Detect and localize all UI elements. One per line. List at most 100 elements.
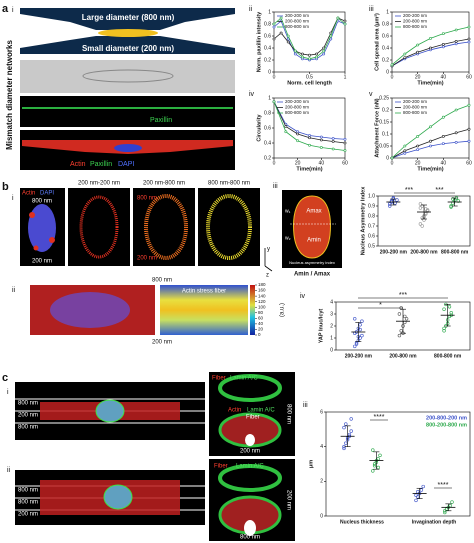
data-point — [443, 510, 447, 515]
ring-label: 200 nm — [137, 256, 157, 262]
y-tick-label: 0 — [330, 347, 333, 353]
data-point — [424, 207, 428, 211]
x-axis-label: Norm. cell length — [287, 80, 332, 86]
data-point — [429, 139, 432, 143]
side-title: Mismatch diameter networks — [5, 40, 14, 150]
data-point — [441, 134, 445, 138]
sub-label: iv — [300, 293, 306, 300]
legend-label: 800-800 nm — [403, 24, 427, 29]
x-tick-label: 40 — [319, 160, 325, 166]
colorbar-tick-label: 140 — [258, 293, 266, 298]
legend-label: 200-800 nm — [403, 19, 427, 24]
data-point — [420, 216, 424, 220]
data-point — [404, 317, 409, 321]
data-point — [418, 222, 423, 226]
axis-arrow — [264, 265, 273, 272]
data-point — [319, 138, 323, 142]
ring — [79, 195, 119, 259]
legend-label: 200-200 nm — [285, 13, 309, 18]
fiber-label: 800 nm — [18, 488, 38, 494]
y-tick-label: 3 — [330, 311, 333, 317]
series-line — [391, 140, 470, 159]
data-point — [358, 323, 362, 327]
heatmap — [160, 285, 248, 335]
category-label: 200-800 nm — [389, 353, 417, 359]
y-tick-label: 0.05 — [379, 143, 389, 149]
stain-label: Actin — [228, 408, 241, 414]
data-point — [420, 224, 424, 228]
stain-label: Fiber — [212, 376, 226, 382]
area-label: Amin — [307, 238, 321, 244]
data-point — [322, 52, 326, 56]
data-point — [343, 141, 347, 145]
legend-label: 200-800 nm — [403, 105, 427, 110]
colorbar-tick-label: 100 — [258, 304, 266, 309]
data-point — [388, 204, 392, 208]
width-label: w₂ — [285, 235, 291, 241]
y-tick-label: 0.6 — [264, 33, 271, 39]
legend-label: 200-800 nm — [285, 19, 309, 24]
ring-image — [68, 188, 130, 266]
data-point — [349, 429, 353, 433]
category-label: 800-800 nm — [441, 249, 469, 255]
ring-label: 800 nm — [137, 196, 157, 202]
significance-label: *** — [405, 187, 413, 194]
data-point — [371, 469, 375, 473]
data-point — [442, 326, 446, 331]
data-point — [344, 422, 348, 426]
paxillin-image — [20, 96, 235, 127]
data-point — [403, 52, 407, 56]
brightfield-cell — [82, 69, 174, 83]
data-point — [414, 493, 418, 497]
data-point — [450, 500, 454, 504]
panel-label: a — [2, 3, 9, 15]
fiber-label: 200 nm — [18, 413, 38, 419]
data-point — [293, 52, 297, 56]
significance-label: *** — [399, 292, 407, 299]
data-point — [389, 199, 394, 203]
data-point — [322, 49, 326, 53]
data-point — [414, 498, 418, 503]
nucleus — [95, 399, 125, 423]
axis-letter: z — [266, 273, 269, 279]
x-tick-label: 1 — [344, 74, 347, 80]
ring — [144, 194, 188, 260]
colorbar-tick-label: 120 — [258, 299, 266, 304]
data-point — [331, 137, 335, 140]
stain-label: Fiber — [246, 415, 260, 421]
x-axis-label: Time(min) — [417, 166, 443, 172]
data-point — [403, 144, 407, 148]
data-point — [467, 40, 471, 44]
data-point — [397, 312, 402, 316]
data-point — [388, 202, 392, 206]
data-point — [279, 16, 283, 20]
data-point — [449, 311, 453, 315]
column-header: 200 nm-200 nm — [78, 181, 120, 187]
x-tick-label: 0 — [273, 160, 276, 166]
data-point — [416, 43, 420, 47]
fiber-label: 200 nm — [240, 449, 260, 455]
legend-label: 800-800 nm — [285, 24, 309, 29]
sub-label: i — [12, 195, 14, 202]
ratio-label: Amin / Amax — [294, 272, 331, 278]
y-tick-label: 0 — [386, 69, 389, 75]
legend-label: 200-200 nm — [285, 99, 309, 104]
y-tick-label: 4 — [320, 444, 323, 450]
legend-label: 200-800 nm — [285, 105, 309, 110]
y-tick-label: 2 — [330, 323, 333, 329]
x-axis-label: Time(min) — [417, 80, 443, 86]
stain-label: Lamin A/C — [247, 408, 275, 414]
nucleus-shape — [293, 195, 331, 259]
data-point — [403, 151, 407, 155]
data-point — [279, 31, 283, 35]
data-point — [284, 130, 288, 134]
series-line — [391, 38, 470, 67]
y-tick-label: 0.8 — [264, 21, 271, 27]
data-point — [454, 131, 458, 135]
data-point — [424, 212, 428, 216]
y-tick-label: 1 — [268, 9, 271, 15]
data-point — [403, 314, 407, 319]
data-point — [315, 52, 319, 56]
data-point — [319, 146, 323, 149]
image-label: 800 nm — [152, 278, 172, 284]
